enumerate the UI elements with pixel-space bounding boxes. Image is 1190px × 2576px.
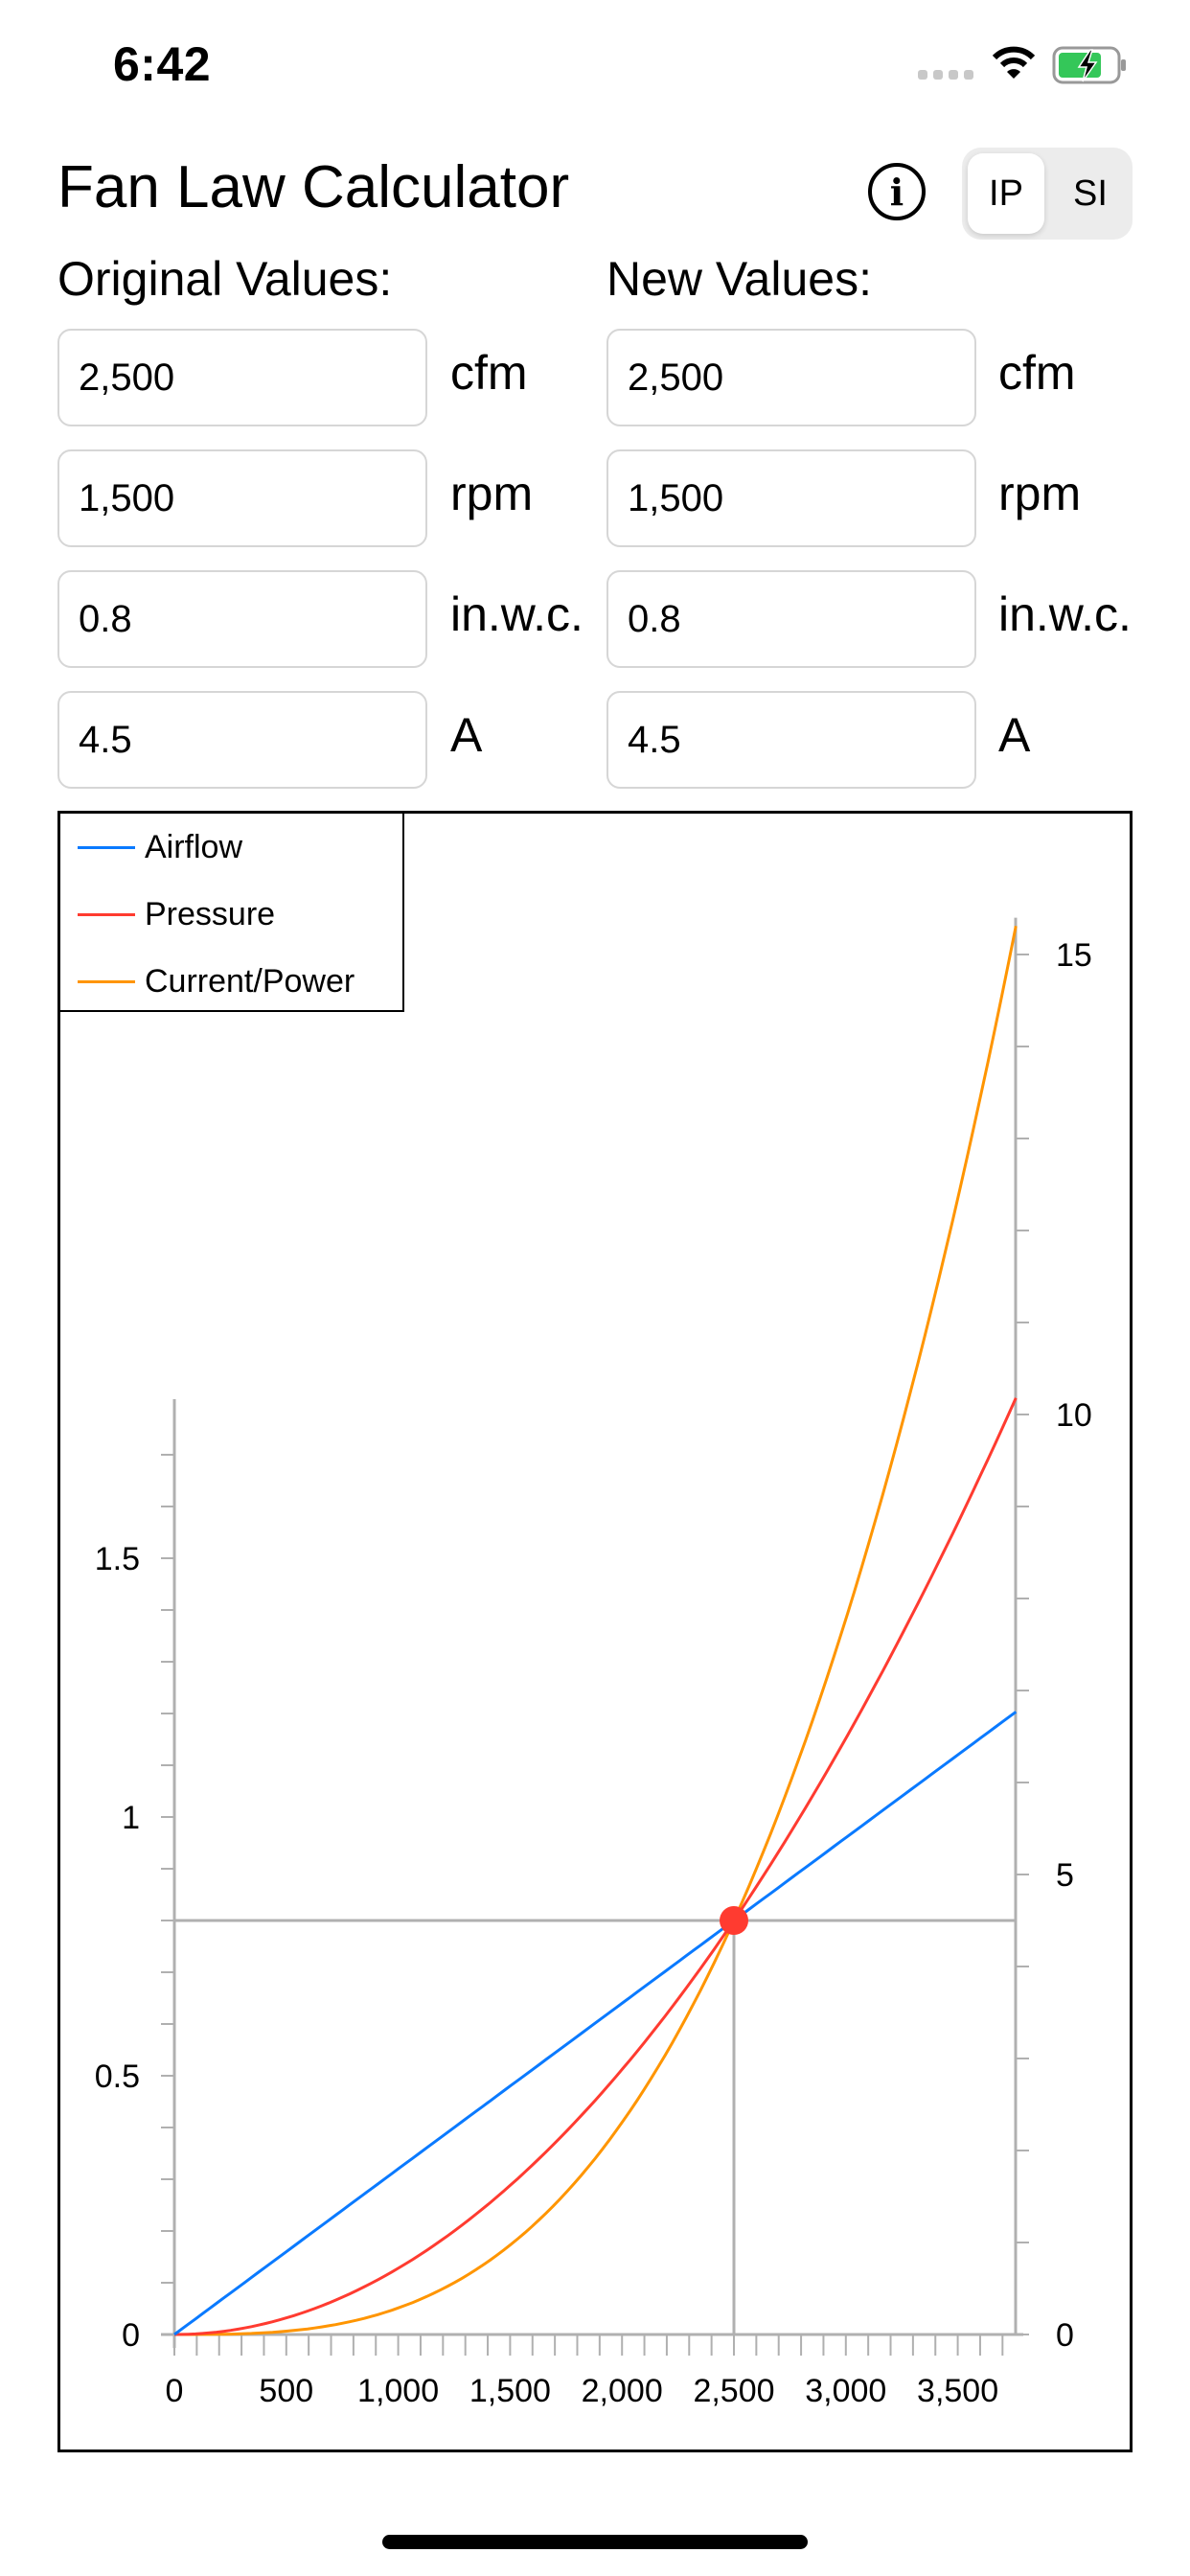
legend-airflow: Airflow [78, 829, 242, 866]
signal-dots-icon [918, 70, 973, 80]
new-pressure-input[interactable]: 0.8 [606, 570, 976, 668]
status-time: 6:42 [113, 37, 212, 91]
right-tick-label: 15 [1056, 937, 1092, 974]
info-circle-icon: i [889, 170, 904, 214]
x-tick-label: 1,000 [357, 2373, 439, 2409]
original-airflow-input[interactable]: 2,500 [57, 329, 427, 426]
left-tick-label: 0 [122, 2317, 140, 2354]
pressure-swatch [78, 913, 135, 916]
x-tick-label: 1,500 [469, 2373, 551, 2409]
current-curve [174, 926, 1018, 2336]
x-tick-label: 2,500 [693, 2373, 774, 2409]
new-speed-input[interactable]: 1,500 [606, 449, 976, 547]
new-pressure-unit: in.w.c. [998, 587, 1132, 641]
right-tick-label: 0 [1056, 2317, 1074, 2354]
x-tick-label: 2,000 [582, 2373, 663, 2409]
airflow-curve [173, 1711, 1018, 2336]
x-tick-label: 0 [166, 2373, 184, 2409]
airflow-swatch [78, 846, 135, 849]
info-button[interactable]: i [868, 163, 926, 220]
chart-legend: Airflow Pressure Current/Power [57, 811, 404, 1012]
current-swatch [78, 980, 135, 983]
original-speed-unit: rpm [450, 467, 534, 520]
original-speed-input[interactable]: 1,500 [57, 449, 427, 547]
pressure-curve [173, 1397, 1018, 2336]
right-tick-label: 10 [1056, 1397, 1092, 1434]
original-airflow-unit: cfm [450, 346, 528, 400]
unit-toggle[interactable]: IP SI [962, 148, 1133, 240]
original-pressure-unit: in.w.c. [450, 587, 584, 641]
x-tick-label: 500 [259, 2373, 313, 2409]
left-tick-label: 0.5 [95, 2058, 140, 2095]
x-tick-label: 3,500 [917, 2373, 998, 2409]
page-title: Fan Law Calculator [57, 154, 570, 220]
right-tick-label: 5 [1056, 1857, 1074, 1894]
new-current-unit: A [998, 708, 1031, 762]
home-indicator[interactable] [382, 2535, 808, 2549]
new-airflow-input[interactable]: 2,500 [606, 329, 976, 426]
battery-charging-icon [1052, 46, 1126, 84]
fan-law-chart [57, 811, 1133, 2452]
original-current-input[interactable]: 4.5 [57, 691, 427, 789]
x-tick-label: 3,000 [805, 2373, 886, 2409]
original-pressure-input[interactable]: 0.8 [57, 570, 427, 668]
legend-current: Current/Power [78, 963, 355, 1000]
original-current-unit: A [450, 708, 483, 762]
new-current-input[interactable]: 4.5 [606, 691, 976, 789]
new-values-label: New Values: [606, 252, 872, 306]
original-values-label: Original Values: [57, 252, 393, 306]
legend-pressure: Pressure [78, 896, 275, 933]
unit-option-ip[interactable]: IP [968, 153, 1044, 234]
operating-point-marker [720, 1906, 748, 1935]
new-speed-unit: rpm [998, 467, 1082, 520]
new-airflow-unit: cfm [998, 346, 1076, 400]
left-tick-label: 1.5 [95, 1541, 140, 1577]
wifi-icon [992, 46, 1036, 79]
unit-option-si[interactable]: SI [1073, 172, 1108, 214]
left-tick-label: 1 [122, 1800, 140, 1836]
